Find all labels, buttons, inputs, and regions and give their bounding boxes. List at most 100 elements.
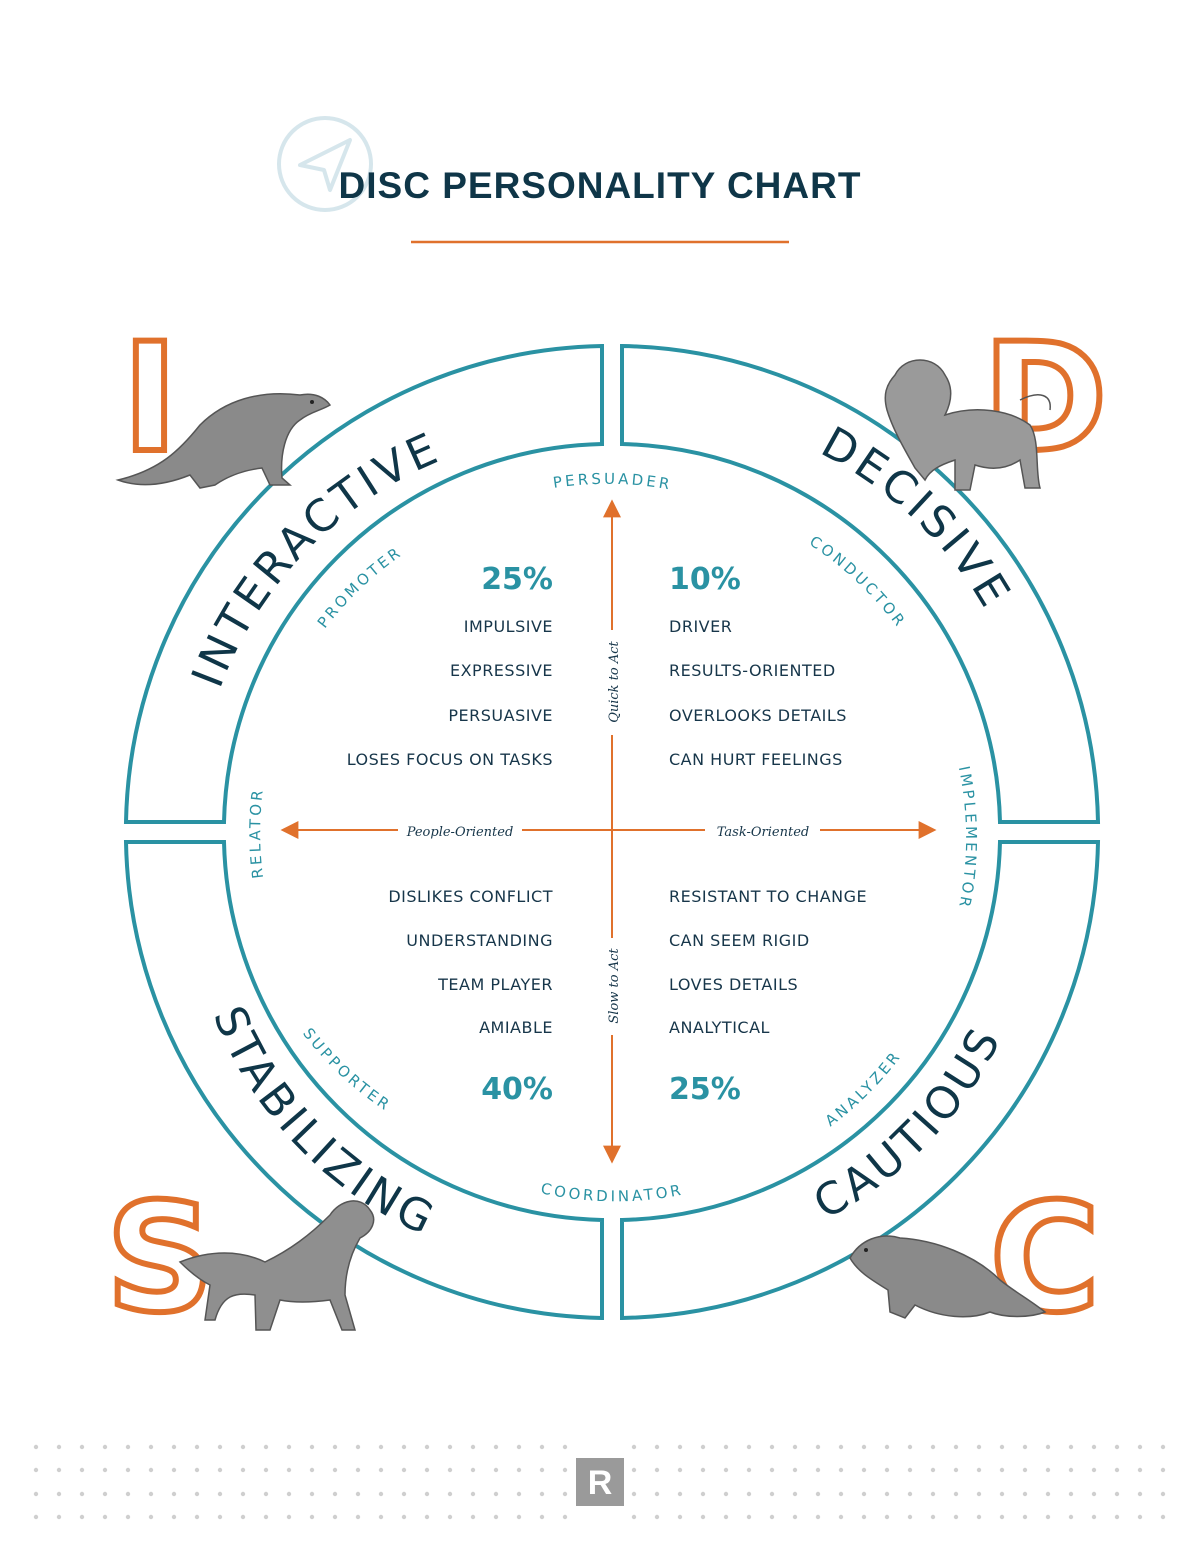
footer-dot	[1160, 1444, 1166, 1450]
footer-dot	[217, 1491, 223, 1497]
footer-dot	[838, 1467, 844, 1473]
ring-segment-s	[123, 840, 604, 1321]
traits-d: DRIVER RESULTS-ORIENTED OVERLOOKS DETAIL…	[669, 617, 846, 769]
ring-segment-i	[123, 343, 604, 824]
axis-label-slow: Slow to Act	[607, 948, 622, 1024]
footer-dot	[424, 1514, 430, 1520]
footer-dot	[930, 1514, 936, 1520]
footer-dot	[194, 1467, 200, 1473]
footer-dot	[194, 1444, 200, 1450]
footer-dot	[401, 1467, 407, 1473]
footer-dot	[125, 1444, 131, 1450]
footer-dot	[700, 1514, 706, 1520]
footer-dot	[401, 1444, 407, 1450]
letter-d: D	[983, 312, 1108, 486]
footer-dot	[217, 1467, 223, 1473]
footer-dot	[884, 1514, 890, 1520]
footer-dot	[1137, 1467, 1143, 1473]
footer-dot	[838, 1514, 844, 1520]
ring-segment-d	[620, 343, 1101, 824]
trait-i-1: IMPULSIVE	[464, 617, 553, 636]
footer-dot	[79, 1491, 85, 1497]
footer-dot	[769, 1444, 775, 1450]
footer-dot	[33, 1514, 39, 1520]
promoter-label: PROMOTER	[314, 543, 406, 632]
footer-dot	[654, 1467, 660, 1473]
trait-s-2: UNDERSTANDING	[406, 931, 553, 950]
footer-dot	[470, 1491, 476, 1497]
footer-dot	[424, 1467, 430, 1473]
footer-dot	[217, 1514, 223, 1520]
footer-dot	[148, 1467, 154, 1473]
footer-dot	[33, 1444, 39, 1450]
footer-dot	[286, 1514, 292, 1520]
footer-dot	[746, 1491, 752, 1497]
footer-dot	[102, 1467, 108, 1473]
percent-c: 25%	[669, 1072, 741, 1107]
footer-dot	[677, 1467, 683, 1473]
footer-dot	[907, 1467, 913, 1473]
footer-dot	[1137, 1491, 1143, 1497]
outer-ring	[123, 343, 1101, 1321]
footer-dot	[102, 1444, 108, 1450]
trait-i-2: EXPRESSIVE	[450, 661, 553, 680]
footer-dot	[631, 1444, 637, 1450]
footer-dot	[332, 1491, 338, 1497]
analyzer-label: ANALYZER	[822, 1047, 905, 1130]
footer-dot	[953, 1514, 959, 1520]
beaver-icon	[849, 1235, 1047, 1319]
footer-dot	[746, 1514, 752, 1520]
footer-dot	[263, 1491, 269, 1497]
footer-dot	[378, 1514, 384, 1520]
footer-dot	[1022, 1444, 1028, 1450]
footer-dot	[838, 1444, 844, 1450]
footer-dot	[539, 1514, 545, 1520]
footer-dot	[976, 1491, 982, 1497]
footer-dot	[1045, 1491, 1051, 1497]
footer-dot	[102, 1514, 108, 1520]
footer-dot	[1068, 1444, 1074, 1450]
footer-dot	[930, 1491, 936, 1497]
footer-dot	[884, 1467, 890, 1473]
footer-dot	[1022, 1514, 1028, 1520]
lion-icon	[884, 359, 1051, 491]
footer-dot	[194, 1491, 200, 1497]
footer-dot	[1137, 1514, 1143, 1520]
footer-dot	[125, 1491, 131, 1497]
footer-dot	[907, 1514, 913, 1520]
percent-i: 25%	[481, 562, 553, 597]
page-title: DISC PERSONALITY CHART	[339, 165, 862, 206]
footer-dot	[33, 1467, 39, 1473]
footer-dot	[1045, 1467, 1051, 1473]
axis-label-task: Task-Oriented	[717, 825, 809, 840]
footer-dot	[286, 1467, 292, 1473]
footer-dot	[1114, 1444, 1120, 1450]
footer-dot	[148, 1444, 154, 1450]
footer-dot	[953, 1491, 959, 1497]
footer-dot	[447, 1491, 453, 1497]
footer-dot	[746, 1467, 752, 1473]
footer-dot	[976, 1467, 982, 1473]
trait-s-1: DISLIKES CONFLICT	[388, 887, 553, 906]
stabilizing-arc-label: STABILIZING	[203, 999, 445, 1247]
footer-dot	[907, 1491, 913, 1497]
footer-dot	[516, 1514, 522, 1520]
footer-dot	[332, 1467, 338, 1473]
footer-dot	[539, 1444, 545, 1450]
footer-dot	[1114, 1467, 1120, 1473]
footer-dot	[263, 1444, 269, 1450]
footer-dot	[654, 1514, 660, 1520]
footer-dot	[309, 1444, 315, 1450]
footer-dot	[263, 1514, 269, 1520]
footer-dot	[1160, 1467, 1166, 1473]
footer-dot	[56, 1444, 62, 1450]
footer-dot	[447, 1444, 453, 1450]
footer-dot	[815, 1467, 821, 1473]
footer-dot	[309, 1467, 315, 1473]
footer-dot	[1091, 1467, 1097, 1473]
footer-dot	[1137, 1444, 1143, 1450]
footer-dot	[792, 1467, 798, 1473]
footer-dot	[355, 1514, 361, 1520]
footer-dot	[309, 1514, 315, 1520]
footer-dot	[884, 1444, 890, 1450]
